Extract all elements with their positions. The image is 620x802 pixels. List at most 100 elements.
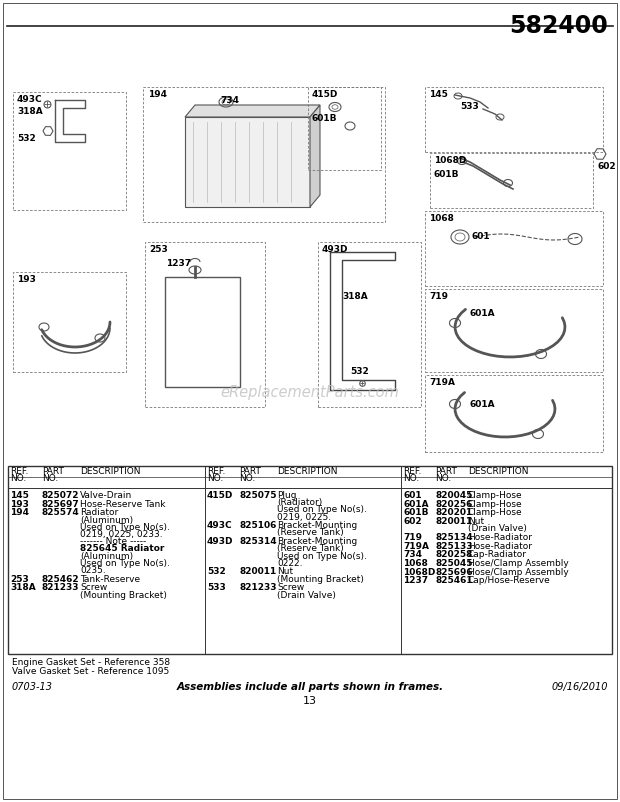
Text: Hose-Radiator: Hose-Radiator (468, 541, 532, 551)
Text: 493C: 493C (207, 521, 232, 530)
Text: Used on Type No(s).: Used on Type No(s). (277, 505, 367, 514)
Text: (Reserve Tank): (Reserve Tank) (277, 529, 343, 537)
Text: 825696: 825696 (435, 568, 472, 577)
Text: PART: PART (435, 467, 457, 476)
Text: 820045: 820045 (435, 491, 472, 500)
Text: Used on Type No(s).: Used on Type No(s). (80, 559, 170, 568)
Text: eReplacementParts.com: eReplacementParts.com (221, 384, 399, 399)
Text: 601B: 601B (403, 508, 428, 517)
Text: 0222.: 0222. (277, 559, 303, 568)
Text: 825314: 825314 (239, 537, 277, 546)
Bar (145, 242, 265, 407)
Bar (308, 87, 381, 170)
Text: (Mounting Bracket): (Mounting Bracket) (80, 590, 167, 600)
Text: Used on Type No(s).: Used on Type No(s). (80, 523, 170, 532)
Text: ------- Note -----: ------- Note ----- (80, 537, 146, 546)
Text: 719: 719 (403, 533, 422, 542)
Text: Tank-Reserve: Tank-Reserve (80, 575, 140, 584)
Text: 820256: 820256 (435, 500, 472, 508)
Text: 415D: 415D (312, 90, 339, 99)
Text: 719: 719 (429, 292, 448, 301)
Text: REF.: REF. (403, 467, 422, 476)
Bar (430, 153, 593, 208)
Text: 601A: 601A (470, 309, 495, 318)
Text: 318A: 318A (342, 292, 368, 301)
Text: (Mounting Bracket): (Mounting Bracket) (277, 575, 364, 584)
Text: 318A: 318A (17, 107, 43, 116)
Text: (Aluminum): (Aluminum) (80, 552, 133, 561)
Text: 0219, 0225.: 0219, 0225. (277, 512, 331, 521)
Text: 719A: 719A (429, 378, 455, 387)
Text: Used on Type No(s).: Used on Type No(s). (277, 552, 367, 561)
Text: Clamp-Hose: Clamp-Hose (468, 508, 523, 517)
Text: 825461: 825461 (435, 577, 472, 585)
Text: 821233: 821233 (239, 583, 277, 593)
Text: 602: 602 (403, 517, 422, 526)
Text: 825072: 825072 (42, 491, 79, 500)
Text: 825075: 825075 (239, 491, 277, 500)
Polygon shape (185, 105, 320, 117)
Text: DESCRIPTION: DESCRIPTION (468, 467, 528, 476)
Text: 493D: 493D (322, 245, 348, 254)
Text: 0219, 0225, 0233.: 0219, 0225, 0233. (80, 530, 162, 539)
Text: Valve-Drain: Valve-Drain (80, 491, 132, 500)
Text: Assemblies include all parts shown in frames.: Assemblies include all parts shown in fr… (177, 682, 443, 692)
Text: 601B: 601B (434, 170, 459, 179)
Text: 602: 602 (598, 162, 617, 171)
Text: PART: PART (239, 467, 261, 476)
Text: Screw: Screw (80, 583, 107, 593)
Text: Valve Gasket Set - Reference 1095: Valve Gasket Set - Reference 1095 (12, 667, 169, 676)
Text: NO.: NO. (207, 474, 223, 483)
Text: Nut: Nut (277, 568, 293, 577)
Text: 493D: 493D (207, 537, 234, 546)
Text: 415D: 415D (207, 491, 233, 500)
Bar (143, 87, 385, 222)
Text: 194: 194 (10, 508, 29, 517)
Bar (425, 87, 603, 152)
Text: Engine Gasket Set - Reference 358: Engine Gasket Set - Reference 358 (12, 658, 170, 667)
Text: 821233: 821233 (42, 583, 79, 593)
Text: Bracket-Mounting: Bracket-Mounting (277, 521, 357, 530)
Text: 601: 601 (472, 232, 490, 241)
Text: 582400: 582400 (509, 14, 608, 38)
Text: 194: 194 (148, 90, 167, 99)
Text: (Drain Valve): (Drain Valve) (277, 590, 336, 600)
Text: 601B: 601B (312, 114, 337, 123)
Text: 13: 13 (303, 696, 317, 706)
Text: 1068D: 1068D (434, 156, 466, 165)
Text: 825106: 825106 (239, 521, 277, 530)
Text: REF.: REF. (207, 467, 226, 476)
Text: 1068: 1068 (403, 559, 428, 568)
Text: Nut: Nut (468, 517, 484, 526)
Text: 1237: 1237 (403, 577, 428, 585)
Text: 825574: 825574 (42, 508, 80, 517)
Text: 820011: 820011 (435, 517, 472, 526)
Text: NO.: NO. (403, 474, 419, 483)
Text: Cap/Hose-Reserve: Cap/Hose-Reserve (468, 577, 551, 585)
Text: 825697: 825697 (42, 500, 80, 508)
Text: Hose-Radiator: Hose-Radiator (468, 533, 532, 542)
Text: 533: 533 (460, 102, 479, 111)
Text: 145: 145 (10, 491, 29, 500)
Text: 09/16/2010: 09/16/2010 (552, 682, 608, 692)
Text: Hose-Reserve Tank: Hose-Reserve Tank (80, 500, 166, 508)
Text: Clamp-Hose: Clamp-Hose (468, 500, 523, 508)
Bar (13, 92, 126, 210)
Text: Cap-Radiator: Cap-Radiator (468, 550, 527, 560)
Text: 719A: 719A (403, 541, 429, 551)
Text: 193: 193 (17, 275, 36, 284)
Text: 318A: 318A (10, 583, 36, 593)
Text: 820201: 820201 (435, 508, 472, 517)
Text: NO.: NO. (10, 474, 26, 483)
Text: 193: 193 (10, 500, 29, 508)
Polygon shape (310, 105, 320, 207)
Text: 532: 532 (350, 367, 369, 376)
Text: 253: 253 (149, 245, 168, 254)
Text: 0235.: 0235. (80, 566, 106, 575)
Text: 533: 533 (207, 583, 226, 593)
Text: NO.: NO. (42, 474, 58, 483)
Text: NO.: NO. (239, 474, 255, 483)
Text: 145: 145 (429, 90, 448, 99)
Text: 1068: 1068 (429, 214, 454, 223)
Text: 601: 601 (403, 491, 422, 500)
